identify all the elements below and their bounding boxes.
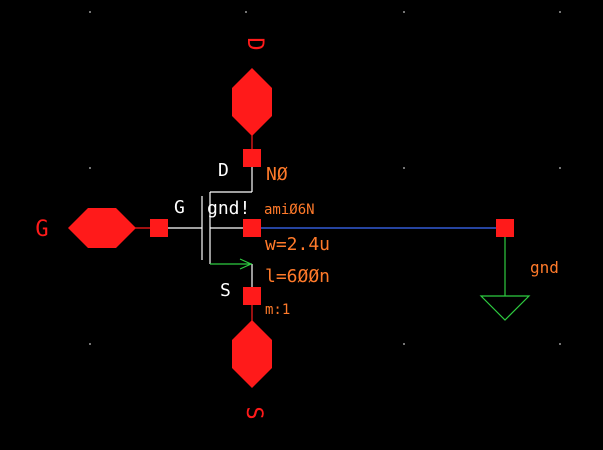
source-terminal-label: S [220,280,231,301]
gnd-terminal[interactable] [496,219,514,237]
source-pin-label: S [241,406,266,419]
drain-terminal[interactable] [243,149,261,167]
drain-terminal-label: D [218,160,229,181]
drain-pin[interactable] [232,68,272,136]
width-param: w=2.4u [265,234,330,255]
body-terminal[interactable] [243,219,261,237]
ground-symbol[interactable] [479,295,531,321]
gate-terminal[interactable] [150,219,168,237]
ground-net-label: gnd [530,258,559,277]
source-pin[interactable] [232,320,272,388]
gate-pin-label: G [35,217,48,242]
model-name: amiØ6N [264,202,315,218]
drain-net-label: NØ [266,164,288,185]
body-net-label: gnd! [207,198,250,219]
multiplier-param: m:1 [265,302,290,318]
drain-pin-label: D [242,37,267,50]
length-param: l=6ØØn [265,266,330,287]
source-arrow-icon [239,258,253,270]
source-terminal[interactable] [243,287,261,305]
gate-terminal-label: G [174,197,185,218]
gate-pin[interactable] [68,208,136,248]
grid-dots [89,11,561,345]
